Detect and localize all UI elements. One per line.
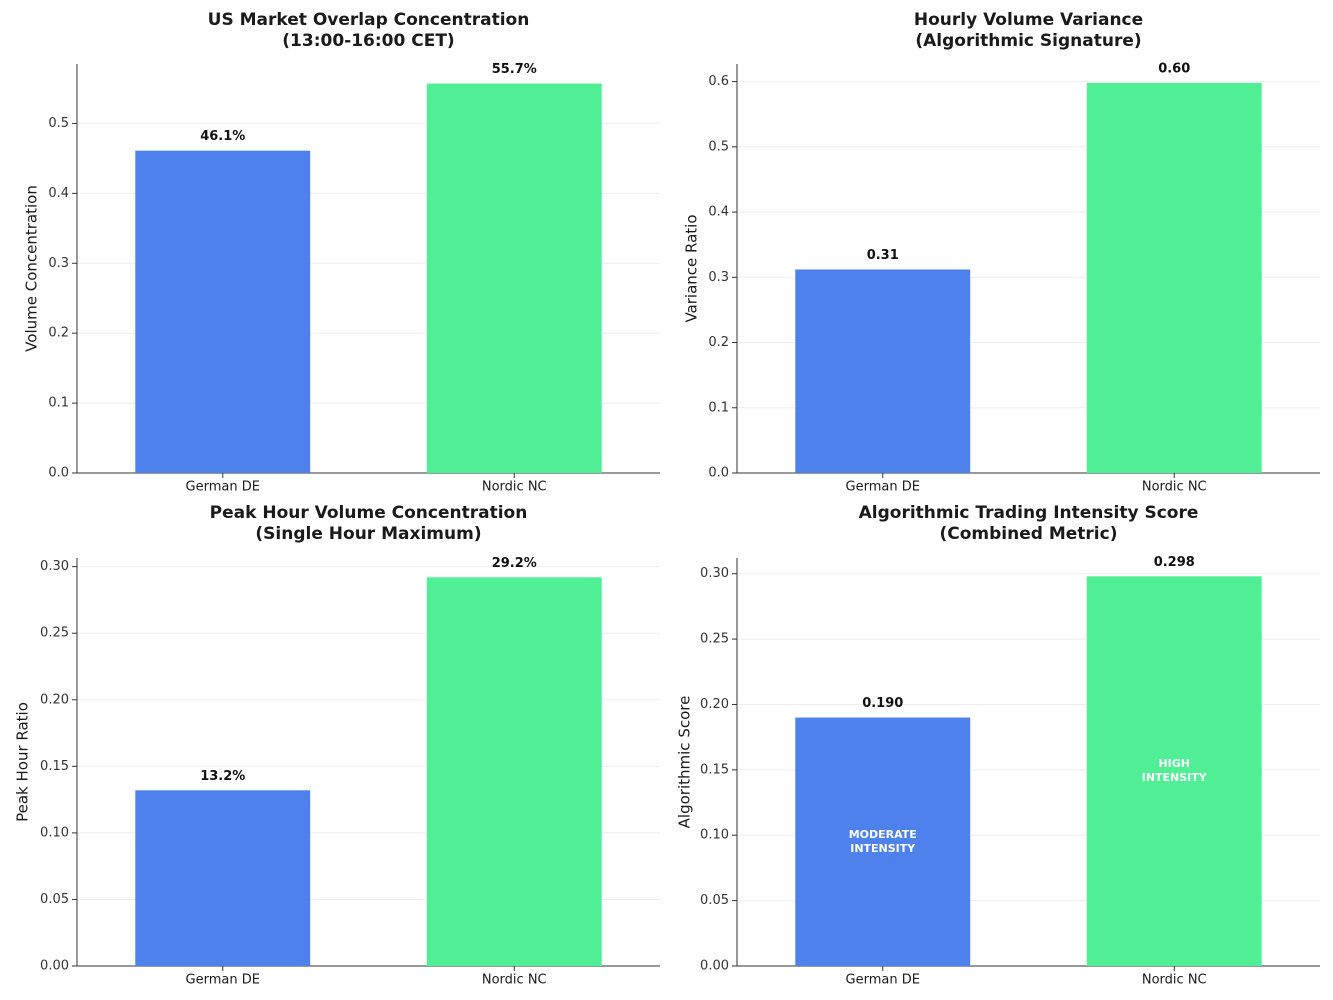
chart-title: Peak Hour Volume Concentration (210, 503, 528, 523)
y-tick-label: 0.2 (708, 335, 729, 350)
y-tick-label: 0.6 (708, 74, 729, 89)
y-tick-label: 0.5 (48, 116, 69, 131)
x-tick-label: German DE (846, 973, 920, 988)
y-tick-label: 0.15 (700, 762, 729, 777)
bar-value-label: 46.1% (200, 129, 245, 144)
y-tick-label: 0.15 (40, 759, 69, 774)
bar-nordic-nc[interactable] (1086, 82, 1262, 474)
x-tick-label: German DE (186, 973, 260, 988)
y-tick-label: 0.10 (40, 825, 69, 840)
chart-title: Hourly Volume Variance (914, 10, 1143, 30)
x-tick-label: Nordic NC (1142, 973, 1207, 988)
y-tick-label: 0.0 (48, 466, 69, 481)
y-tick-label: 0.2 (48, 326, 69, 341)
y-tick-label: 0.00 (40, 959, 69, 974)
chart-panel-3: Peak Hour Volume Concentration(Single Ho… (14, 503, 660, 988)
y-tick-label: 0.05 (40, 892, 69, 907)
bar-inner-label: INTENSITY (1142, 771, 1208, 784)
y-tick-label: 0.3 (48, 256, 69, 271)
bar-inner-label: INTENSITY (850, 842, 916, 855)
x-tick-label: German DE (846, 480, 920, 495)
y-tick-label: 0.1 (708, 400, 729, 415)
bar-nordic-nc[interactable] (426, 577, 602, 966)
y-tick-label: 0.20 (700, 697, 729, 712)
y-tick-label: 0.30 (40, 559, 69, 574)
x-tick-label: German DE (186, 480, 260, 495)
y-tick-label: 0.1 (48, 396, 69, 411)
y-axis-label: Volume Concentration (23, 185, 41, 352)
bar-german-de[interactable] (135, 150, 311, 473)
bar-german-de[interactable] (795, 269, 971, 473)
bar-german-de[interactable] (795, 717, 971, 966)
x-tick-label: Nordic NC (482, 480, 547, 495)
y-tick-label: 0.4 (48, 186, 69, 201)
bar-value-label: 0.31 (867, 248, 899, 263)
y-tick-label: 0.3 (708, 270, 729, 285)
chart-title-sub: (Single Hour Maximum) (255, 524, 481, 544)
y-tick-label: 0.5 (708, 139, 729, 154)
y-tick-label: 0.0 (708, 466, 729, 481)
y-tick-label: 0.05 (700, 893, 729, 908)
y-axis-label: Algorithmic Score (676, 696, 694, 829)
bar-value-label: 55.7% (492, 62, 537, 77)
chart-panel-4: Algorithmic Trading Intensity Score(Comb… (676, 503, 1320, 988)
bar-nordic-nc[interactable] (426, 83, 602, 474)
chart-title-sub: (Algorithmic Signature) (915, 31, 1141, 51)
x-tick-label: Nordic NC (1142, 480, 1207, 495)
y-axis-label: Variance Ratio (683, 214, 701, 322)
bar-value-label: 13.2% (200, 769, 245, 784)
y-axis-label: Peak Hour Ratio (14, 702, 32, 822)
bar-inner-label: MODERATE (849, 828, 917, 841)
bar-german-de[interactable] (135, 790, 311, 966)
bar-value-label: 0.298 (1154, 555, 1195, 570)
chart-title: US Market Overlap Concentration (208, 10, 530, 30)
bar-value-label: 29.2% (492, 556, 537, 571)
chart-panel-1: US Market Overlap Concentration(13:00-16… (23, 10, 660, 495)
chart-panel-2: Hourly Volume Variance(Algorithmic Signa… (683, 10, 1320, 495)
chart-title: Algorithmic Trading Intensity Score (859, 503, 1199, 523)
bar-value-label: 0.60 (1158, 61, 1190, 76)
y-tick-label: 0.4 (708, 205, 729, 220)
x-tick-label: Nordic NC (482, 973, 547, 988)
chart-title-sub: (13:00-16:00 CET) (282, 31, 454, 51)
y-tick-label: 0.20 (40, 692, 69, 707)
bar-nordic-nc[interactable] (1086, 576, 1262, 966)
bar-inner-label: HIGH (1158, 757, 1190, 770)
y-tick-label: 0.10 (700, 828, 729, 843)
y-tick-label: 0.00 (700, 959, 729, 974)
y-tick-label: 0.30 (700, 566, 729, 581)
chart-title-sub: (Combined Metric) (940, 524, 1118, 544)
y-tick-label: 0.25 (40, 626, 69, 641)
bar-value-label: 0.190 (862, 696, 903, 711)
y-tick-label: 0.25 (700, 632, 729, 647)
